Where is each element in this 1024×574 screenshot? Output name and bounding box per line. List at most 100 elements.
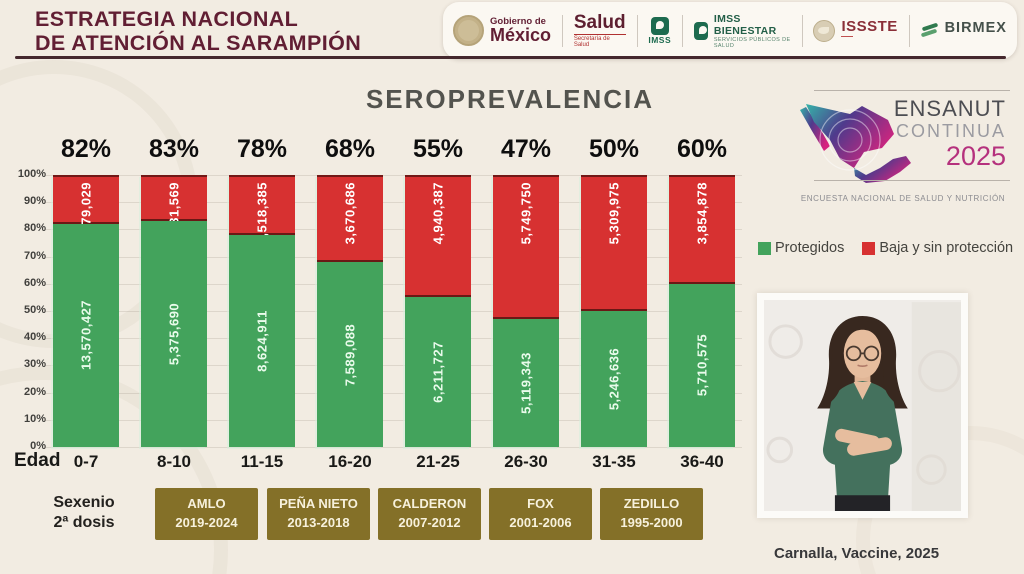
government-logo-bar: Gobierno de México Salud Secretaría de S…	[443, 2, 1017, 59]
mexico-map-graphic	[800, 104, 911, 183]
issste-logo: ISSSTE	[813, 18, 897, 43]
logo-divider	[682, 14, 683, 47]
ensanut-logo: ENSANUT CONTINUA 2025 ENCUESTA NACIONAL …	[790, 84, 1016, 218]
bar-value-baja: 5,309,975	[606, 182, 622, 245]
bar-segment-baja: 5,309,975	[581, 175, 647, 311]
legend-item-protegidos: Protegidos	[758, 240, 844, 256]
salud-sublabel: Secretaría de Salud	[573, 34, 626, 48]
interpreter-person-graphic	[766, 302, 961, 511]
bar-segment-baja: 2,518,385	[229, 175, 295, 244]
imss-bienestar-icon	[693, 21, 708, 40]
bar-value-baja: 5,749,750	[518, 182, 534, 245]
sexenio-box-amlo: AMLO 2019-2024	[155, 488, 258, 540]
bar-value-protegidos: 5,246,636	[606, 347, 622, 411]
gridline	[44, 447, 742, 448]
page-title: ESTRATEGIA NACIONAL DE ATENCIÓN AL SARAM…	[35, 7, 361, 55]
x-axis-title: Edad	[14, 450, 61, 471]
stacked-bar-8-10: 1,031,569 5,375,690	[141, 175, 207, 447]
issste-sublabel	[841, 36, 853, 43]
bar-value-baja: 4,940,387	[430, 182, 446, 245]
sexenio-years: 1995-2000	[620, 515, 683, 530]
salud-label: Salud	[573, 12, 626, 33]
ensanut-tagline: ENCUESTA NACIONAL DE SALUD Y NUTRICIÓN	[800, 194, 1006, 203]
x-axis-label: 11-15	[240, 452, 284, 471]
logo-divider	[562, 14, 563, 47]
gridline	[44, 338, 742, 340]
y-axis-tick: 100%	[17, 168, 46, 180]
seroprevalence-percent: 50%	[588, 135, 640, 163]
sexenio-years: 2019-2024	[175, 515, 238, 530]
x-axis-label: 26-30	[504, 452, 548, 471]
seroprevalence-percent: 78%	[236, 135, 288, 163]
header-divider-rule	[15, 56, 1006, 59]
y-axis-tick: 0%	[30, 440, 46, 452]
sexenio-label-line2: 2ª dosis	[53, 514, 115, 531]
sexenio-name: FOX	[527, 496, 554, 512]
birmex-swoosh-icon	[920, 22, 939, 38]
bar-segment-baja: 5,749,750	[493, 175, 559, 320]
y-axis-tick: 80%	[23, 222, 46, 235]
gridline	[44, 202, 742, 204]
y-axis-tick: 30%	[23, 358, 46, 371]
imss-icon	[650, 16, 669, 35]
stacked-bar-31-35: 5,309,975 5,246,636	[581, 175, 647, 447]
ensanut-top-rule	[814, 90, 1010, 91]
bar-segment-baja: 4,940,387	[405, 175, 471, 298]
logo-divider	[908, 14, 910, 47]
gridline	[44, 283, 742, 285]
gridline	[44, 392, 742, 394]
x-axis-label: 21-25	[416, 452, 460, 471]
bar-segment-protegidos: 6,211,727	[405, 297, 471, 447]
gridline	[44, 256, 742, 258]
bar-segment-baja: 3,854,878	[669, 175, 735, 284]
imss-label: IMSS	[648, 34, 672, 45]
bar-segment-protegidos: 5,710,575	[669, 283, 735, 447]
logo-divider	[636, 14, 638, 47]
bar-segment-protegidos: 5,119,343	[493, 319, 559, 447]
legend-label: Baja y sin protección	[879, 240, 1014, 256]
bar-segment-protegidos: 13,570,427	[53, 223, 119, 447]
sexenio-box-fox: FOX 2001-2006	[489, 488, 592, 540]
stacked-bar-21-25: 4,940,387 6,211,727	[405, 175, 471, 447]
sexenio-box-pena-nieto: PEÑA NIETO 2013-2018	[267, 488, 370, 540]
seroprevalence-percent: 47%	[500, 135, 552, 163]
legend-swatch-green	[758, 241, 771, 255]
bar-segment-protegidos: 7,589,088	[317, 262, 383, 447]
interpreter-video-frame	[764, 300, 961, 511]
mexico-eagle-seal-icon	[453, 15, 485, 46]
bar-segment-baja: 3,670,686	[317, 175, 383, 263]
issste-dove-icon	[813, 19, 836, 42]
gobierno-de-mexico-logo: Gobierno de México	[453, 15, 551, 46]
y-axis-tick: 20%	[23, 385, 46, 398]
bar-value-protegidos: 5,119,343	[518, 352, 534, 414]
gridline	[44, 311, 742, 312]
stacked-bar-11-15: 2,518,385 8,624,911	[229, 175, 295, 447]
x-axis-label: 16-20	[328, 452, 372, 471]
gridline	[44, 365, 742, 367]
birmex-label: BIRMEX	[944, 19, 1007, 36]
y-axis-tick: 90%	[23, 195, 46, 208]
seroprevalence-percent: 55%	[412, 135, 464, 163]
stacked-bar-26-30: 5,749,750 5,119,343	[493, 175, 559, 447]
birmex-logo: BIRMEX	[920, 19, 1007, 42]
sexenio-label-line1: Sexenio	[53, 494, 115, 511]
birmex-sublabel	[945, 36, 959, 42]
ensanut-year: 2025	[945, 141, 1006, 171]
sign-language-interpreter-video	[757, 293, 968, 518]
seroprevalence-percent: 60%	[676, 135, 728, 163]
bar-segment-protegidos: 5,375,690	[141, 221, 207, 447]
page-title-line1: ESTRATEGIA NACIONAL	[35, 7, 299, 31]
x-axis-label: 36-40	[680, 452, 724, 471]
bar-value-protegidos: 5,375,690	[166, 302, 182, 366]
bar-value-protegidos: 8,624,911	[254, 310, 270, 372]
y-axis-tick: 10%	[23, 412, 46, 425]
legend-label: Protegidos	[775, 240, 845, 256]
legend-swatch-red	[862, 241, 876, 255]
y-axis-tick: 40%	[23, 331, 46, 344]
chart-legend: Protegidos Baja y sin protección	[758, 240, 1020, 256]
sexenio-box-zedillo: ZEDILLO 1995-2000	[600, 488, 703, 540]
x-axis-label: 0-7	[73, 452, 99, 471]
imss-bienestar-sublabel: SERVICIOS PÚBLICOS DE SALUD	[713, 36, 791, 49]
sexenio-name: AMLO	[187, 496, 226, 512]
gobierno-label: Gobierno de	[490, 15, 546, 27]
